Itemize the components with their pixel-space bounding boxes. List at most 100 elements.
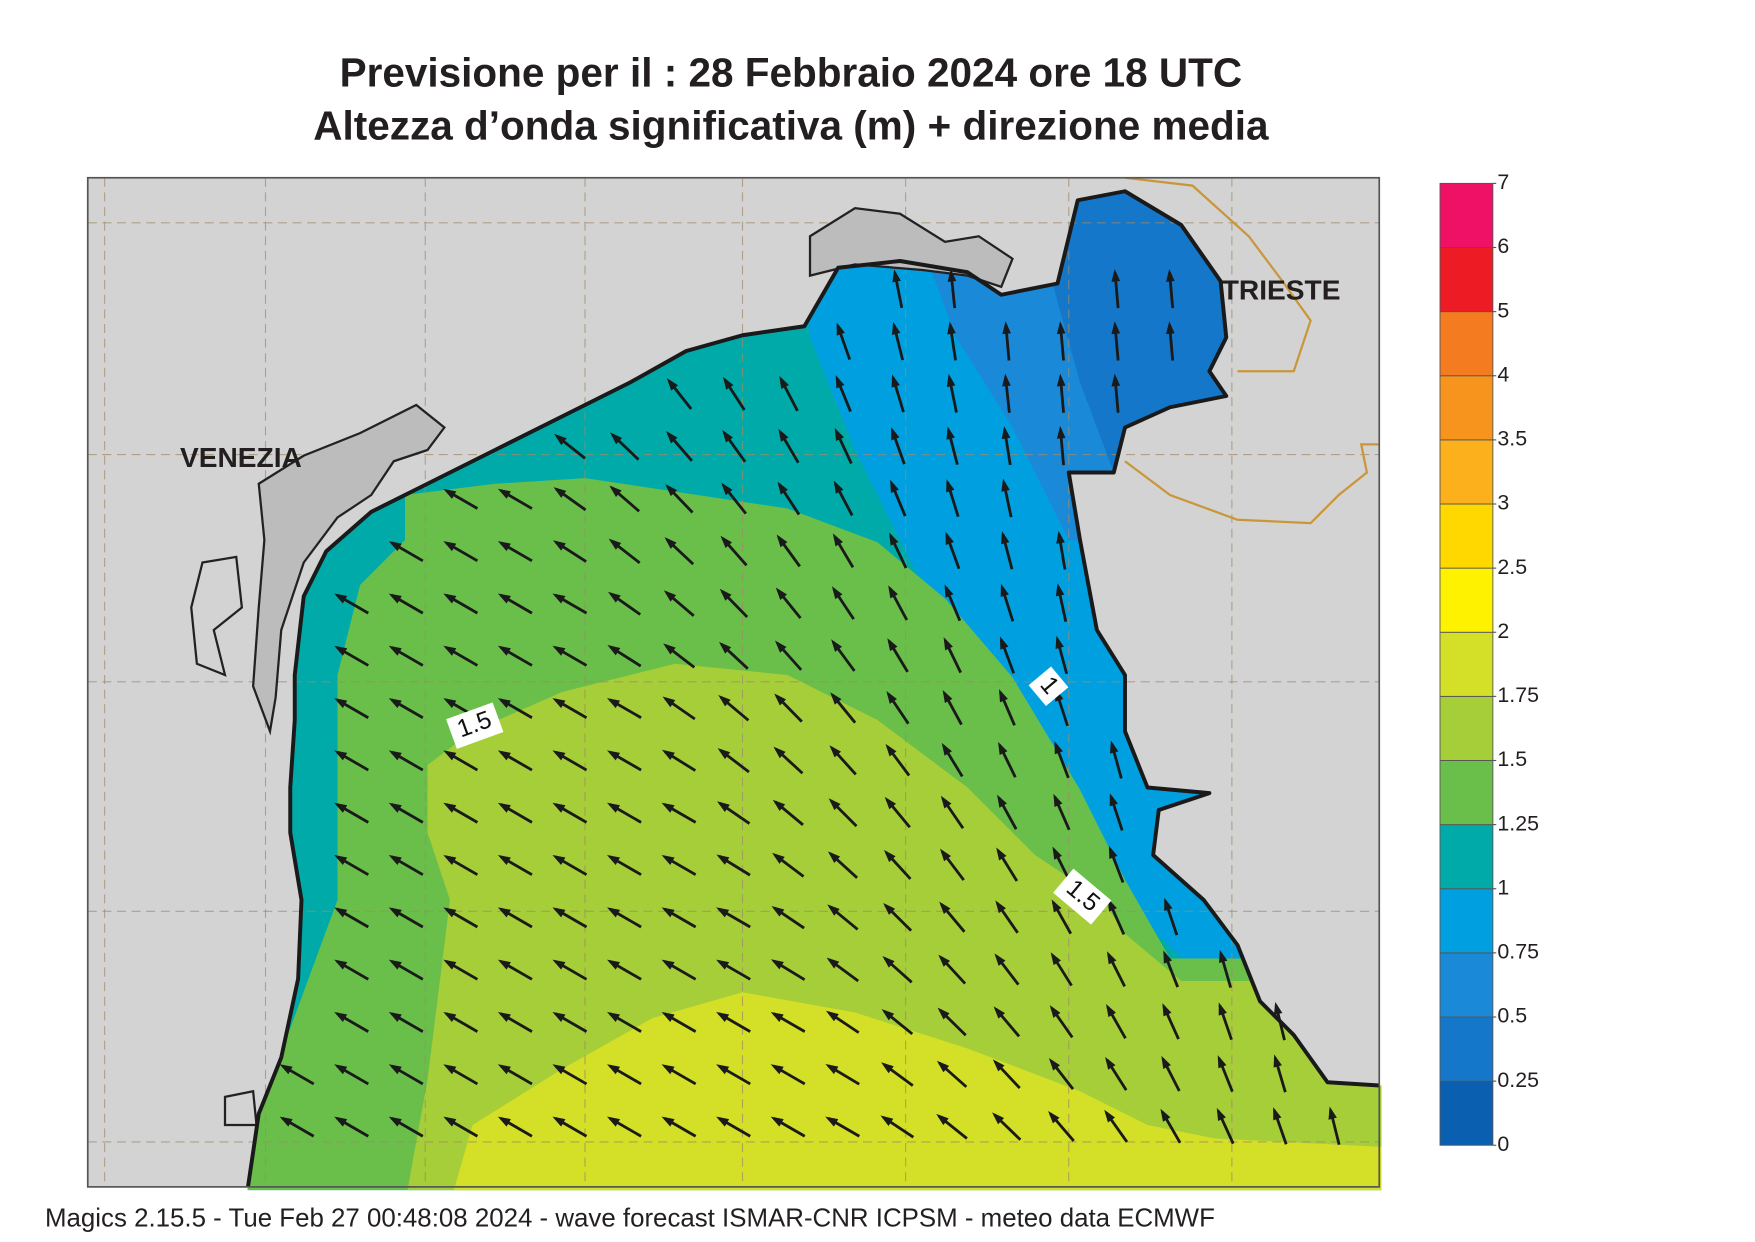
arrow-head [889, 532, 899, 546]
arrow [1273, 1001, 1286, 1041]
legend-swatch [1439, 375, 1494, 441]
arrow [497, 698, 533, 719]
arrow-head [773, 746, 786, 759]
arrow [945, 531, 961, 570]
arrow-head [770, 1116, 784, 1127]
arrow [606, 750, 642, 772]
arrow [722, 429, 747, 463]
arrow [661, 907, 697, 929]
arrow-head [716, 801, 730, 812]
arrow-head [1056, 373, 1066, 387]
arrow [606, 1116, 642, 1138]
arrow [552, 750, 588, 772]
arrow-head [891, 321, 901, 336]
arrow-head [1218, 1002, 1227, 1016]
legend-tick-label: 4 [1497, 362, 1509, 386]
arrow [388, 802, 424, 824]
arrow [835, 375, 852, 413]
arrow [1105, 1056, 1128, 1091]
arrow-head [334, 907, 348, 918]
legend-tick-label: 1.25 [1497, 811, 1539, 835]
coastline [246, 189, 1380, 1187]
arrow [940, 795, 965, 830]
arrow [552, 645, 588, 667]
arrow [1056, 425, 1066, 466]
arrow-head [388, 959, 402, 970]
legend-swatch [1439, 503, 1494, 569]
arrow-head [779, 375, 789, 390]
arrow-head [881, 1009, 895, 1021]
arrow-head [880, 1115, 894, 1126]
arrow-head [334, 1011, 348, 1022]
arrow-head [388, 1011, 402, 1022]
arrow-head [443, 750, 457, 761]
arrow [388, 1116, 424, 1138]
arrow [999, 689, 1016, 726]
arrow-head [1110, 740, 1119, 754]
contour-label: 1.5 [446, 702, 504, 749]
legend-tick-label: 1 [1497, 875, 1509, 899]
arrow-head [947, 321, 956, 335]
arrow [939, 901, 966, 933]
legend-tick-label: 3 [1497, 491, 1509, 515]
arrow [497, 645, 533, 667]
arrow [1050, 952, 1073, 987]
arrow [885, 743, 911, 777]
arrow-head [943, 637, 953, 651]
arrow [775, 587, 802, 620]
arrow-head [661, 749, 675, 761]
arrow [552, 1064, 588, 1086]
place-label: TRIESTE [1222, 274, 1341, 305]
arrow [1110, 740, 1123, 779]
arrow-head [1108, 845, 1118, 859]
arrow [998, 741, 1017, 778]
arrow-head [883, 849, 896, 863]
arrow [890, 427, 906, 465]
arrow [661, 1116, 697, 1138]
arrow-head [881, 1062, 894, 1074]
arrow-head [1273, 1054, 1282, 1068]
arrow-head [443, 802, 457, 813]
arrow [770, 959, 806, 981]
arrow-head [995, 900, 1006, 914]
arrow-head [606, 1116, 621, 1127]
arrow-head [663, 643, 676, 655]
arrow [716, 907, 751, 929]
arrow [1001, 478, 1013, 518]
arrow-head [716, 1116, 730, 1127]
arrow-head [552, 802, 566, 813]
arrow-head [993, 1006, 1006, 1019]
arrow [831, 639, 856, 672]
arrow [1219, 949, 1233, 988]
arrow-head [1055, 583, 1065, 597]
arrow-head [661, 959, 675, 970]
arrow-head [723, 376, 734, 390]
arrow [334, 593, 369, 615]
arrow-head [946, 426, 955, 440]
arrow-head [938, 954, 951, 967]
arrow-head [825, 1063, 839, 1075]
wave-height-band [450, 992, 1382, 1191]
arrow-head [334, 959, 348, 970]
arrow-head [718, 694, 731, 707]
arrow [388, 593, 424, 615]
arrow-head [443, 959, 457, 970]
arrow-head [1056, 425, 1066, 439]
arrow [720, 535, 748, 567]
arrow [606, 907, 642, 929]
arrow-head [388, 802, 402, 813]
arrow-head [661, 907, 675, 918]
arrow [887, 638, 909, 673]
arrow-head [1001, 478, 1010, 492]
arrow-head [1219, 949, 1228, 964]
map-frame [86, 176, 1381, 1188]
arrow [997, 794, 1018, 830]
arrow [661, 1064, 697, 1086]
arrow [606, 1011, 642, 1033]
arrow-head [828, 798, 841, 811]
arrow-head [663, 590, 677, 602]
arrow [888, 585, 909, 621]
arrow [723, 376, 746, 411]
legend-swatch [1439, 695, 1494, 761]
arrow [716, 959, 751, 981]
